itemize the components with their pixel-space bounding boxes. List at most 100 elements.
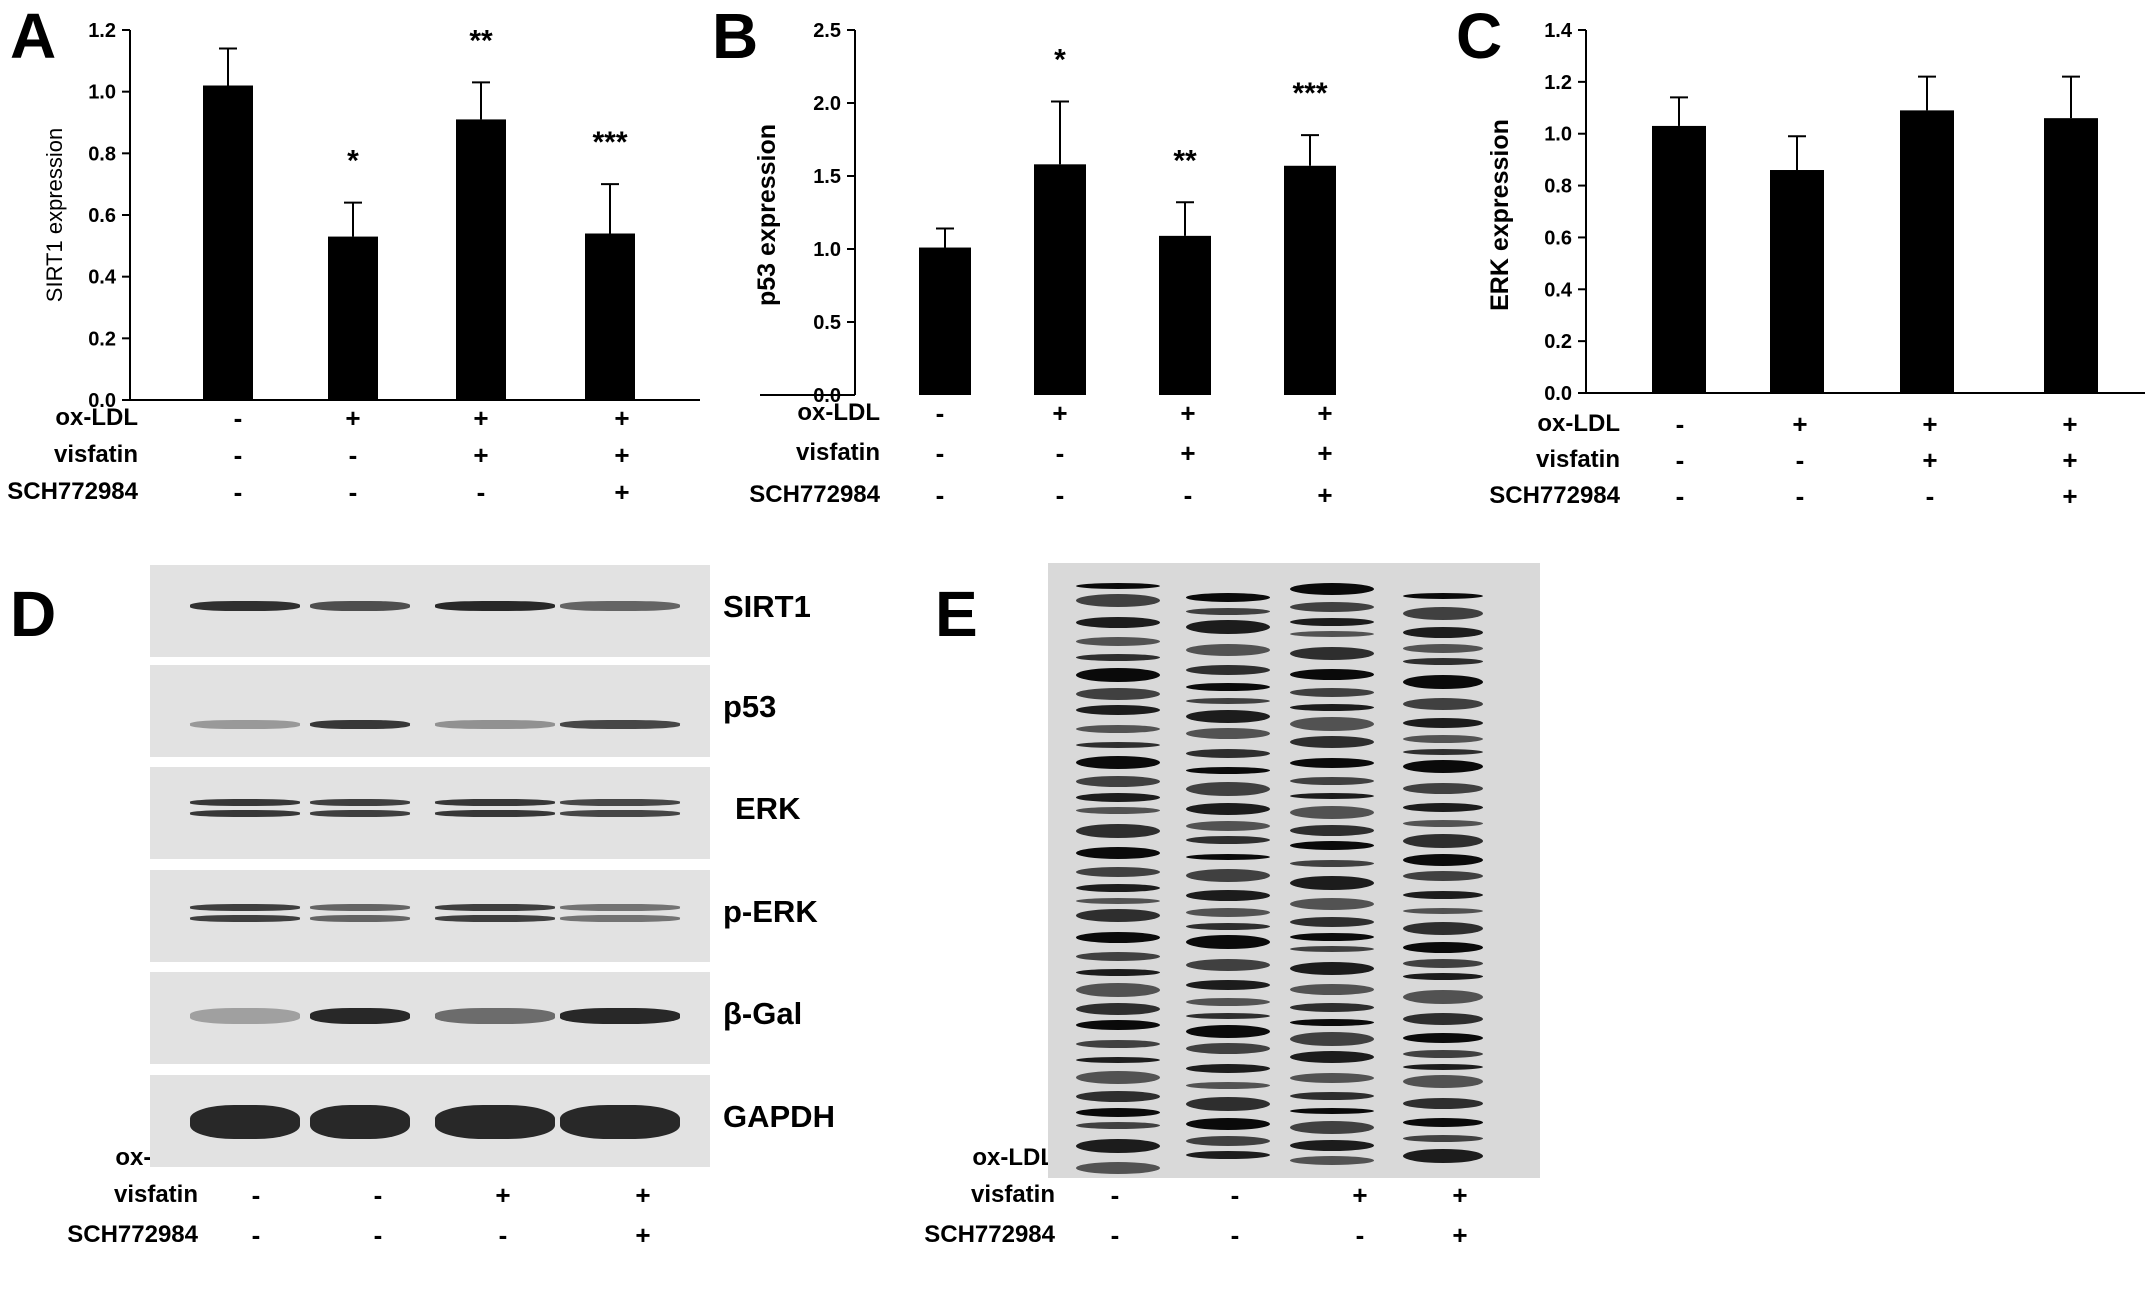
gel-band: [1290, 825, 1374, 836]
gel-band: [1186, 836, 1270, 844]
gel-band: [1403, 891, 1483, 899]
treatment-label-visfatin: visfatin: [970, 1181, 1055, 1208]
gel-band: [1403, 783, 1483, 794]
treatment-sign: -: [373, 1180, 383, 1210]
treatment-sign: +: [1452, 1220, 1468, 1250]
gel-band: [1290, 946, 1374, 952]
panel-letter-d: D: [10, 578, 57, 650]
significance-marker: **: [1173, 144, 1197, 177]
y-tick-label: 0.0: [813, 385, 841, 407]
gel-band: [1076, 867, 1160, 877]
gel-band: [1290, 876, 1374, 890]
treatment-sign: -: [1230, 1180, 1240, 1210]
gel-band: [1290, 717, 1374, 731]
gel-band: [1290, 1032, 1374, 1046]
panel-letter-e: E: [935, 578, 978, 650]
gel-band: [1403, 1064, 1483, 1070]
blot-band: [560, 1105, 680, 1139]
gel-band: [1186, 1064, 1270, 1073]
blot-label: ERK: [735, 791, 801, 826]
treatment-sign: +: [614, 477, 630, 507]
gel-band: [1186, 980, 1270, 990]
y-axis-label: ERK expression: [1486, 119, 1514, 311]
treatment-sign: -: [233, 477, 243, 507]
gel-band: [1403, 735, 1483, 743]
gel-band: [1290, 631, 1374, 637]
gel-band: [1403, 942, 1483, 953]
blot-band: [560, 915, 680, 922]
gel-band: [1290, 1051, 1374, 1063]
gel-band: [1186, 1097, 1270, 1111]
gel-band: [1403, 990, 1483, 1004]
blot-band: [310, 904, 410, 911]
bar: [1900, 110, 1954, 393]
y-tick-label: 0.2: [1544, 331, 1572, 353]
gel-band: [1076, 725, 1160, 733]
blot-label: p53: [723, 689, 777, 724]
treatment-sign: -: [498, 1220, 508, 1250]
gel-band: [1076, 1020, 1160, 1030]
blot-band: [310, 601, 410, 611]
treatment-sign: +: [473, 403, 489, 433]
blot-band: [190, 915, 300, 922]
gel-band: [1403, 820, 1483, 827]
gel-band: [1290, 1073, 1374, 1083]
treatment-sign: -: [1055, 438, 1065, 468]
y-tick-label: 0.6: [1544, 227, 1572, 249]
blot-band: [560, 720, 680, 729]
y-tick-label: 1.4: [1544, 20, 1573, 42]
gel-band: [1290, 777, 1374, 785]
gel-band: [1186, 1025, 1270, 1038]
gel-band: [1186, 710, 1270, 723]
treatment-sign: -: [1675, 445, 1685, 475]
gel-band: [1076, 824, 1160, 838]
gel-band: [1186, 644, 1270, 656]
bar: [1652, 125, 1706, 393]
treatment-sign: -: [935, 398, 945, 428]
gel-band: [1076, 1003, 1160, 1015]
treatment-sign: -: [348, 477, 358, 507]
gel-band: [1186, 593, 1270, 602]
treatment-sign: +: [614, 440, 630, 470]
y-tick-label: 1.0: [1544, 124, 1572, 146]
gel-band: [1186, 821, 1270, 831]
gel-band: [1076, 793, 1160, 802]
blot-band: [435, 915, 555, 922]
blot-band: [190, 1105, 300, 1139]
gel-band: [1076, 847, 1160, 859]
treatment-label-sch: SCH772984: [749, 481, 880, 508]
treatment-sign: -: [476, 477, 486, 507]
gel-band: [1076, 742, 1160, 748]
chart-erk: 0.0 0.2 0.4 0.6 0.8 1.0 1.2 1.4 ERK expression: [1486, 20, 2145, 405]
significance-marker: **: [469, 24, 493, 57]
treatment-sign: -: [1355, 1220, 1365, 1250]
dna-gel-image: [1048, 563, 1540, 1178]
gel-band: [1186, 923, 1270, 930]
treatment-sign: -: [935, 480, 945, 510]
gel-band: [1403, 1033, 1483, 1043]
y-tick-label: 0.8: [1544, 176, 1572, 198]
gel-band: [1290, 1003, 1374, 1012]
treatment-sign: +: [345, 403, 361, 433]
treatment-label-visfatin: visfatin: [795, 439, 880, 466]
gel-band: [1186, 782, 1270, 796]
gel-band: [1076, 898, 1160, 904]
treatment-sign: +: [614, 403, 630, 433]
gel-band: [1076, 1108, 1160, 1117]
y-tick-label: 0.5: [813, 312, 841, 334]
gel-band: [1076, 1122, 1160, 1129]
treatment-label-oxldl: ox-LDL: [972, 1144, 1055, 1171]
treatment-sign: +: [1792, 409, 1808, 439]
treatment-label-sch: SCH772984: [1489, 482, 1620, 509]
treatment-sign: -: [1675, 409, 1685, 439]
y-tick-label: 0.6: [88, 205, 116, 227]
gel-band: [1186, 749, 1270, 758]
blot-band: [435, 601, 555, 611]
treatment-sign: -: [1795, 481, 1805, 511]
gel-band: [1076, 932, 1160, 943]
gel-band: [1076, 952, 1160, 961]
y-tick-label: 2.5: [813, 20, 841, 42]
treatment-label-sch: SCH772984: [67, 1221, 198, 1248]
blot-strip: [150, 665, 710, 757]
